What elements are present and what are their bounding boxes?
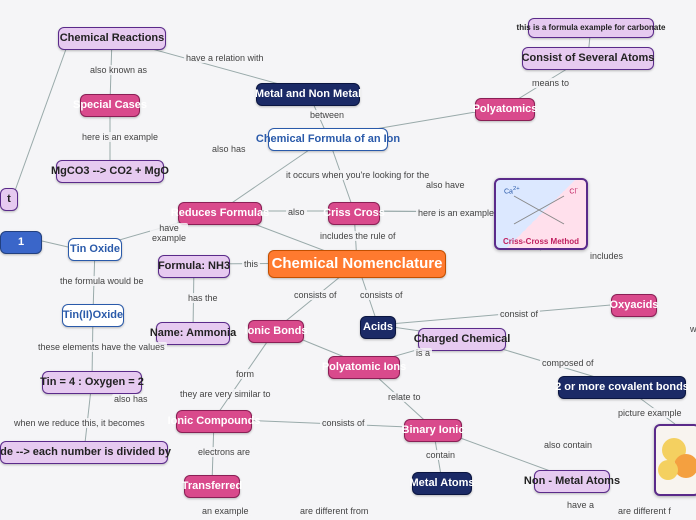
concept-node[interactable]: Chemical Nomenclature	[268, 250, 446, 278]
edge-label: this	[242, 259, 260, 269]
edge-label: here is an example	[80, 132, 160, 142]
edge-label: have example	[150, 223, 188, 243]
concept-node[interactable]: Binary Ionic	[404, 419, 462, 442]
concept-node[interactable]: Polyatomics	[475, 98, 535, 121]
concept-node[interactable]: 1	[0, 231, 42, 254]
concept-node[interactable]: Ionic Compounds	[176, 410, 252, 433]
concept-node[interactable]: Tin = 4 : Oxygen = 2	[42, 371, 142, 394]
concept-map: { "canvas": { "w": 696, "h": 520, "bg": …	[0, 0, 696, 520]
concept-node[interactable]: Tin(II)Oxide	[62, 304, 124, 327]
edge-label: consists of	[292, 290, 339, 300]
embedded-image: Criss-Cross MethodCa2+Cl-	[494, 178, 588, 250]
concept-node[interactable]: Formula: NH3	[158, 255, 230, 278]
concept-node[interactable]: Ionic Bonds	[248, 320, 304, 343]
concept-node[interactable]: ide --> each number is divided by	[0, 441, 168, 464]
edge-label: also known as	[88, 65, 149, 75]
edge-label: consists of	[358, 290, 405, 300]
edge-label: here is an example	[416, 208, 496, 218]
concept-node[interactable]: 2 or more covalent bonds	[558, 376, 686, 399]
concept-node[interactable]: t	[0, 188, 18, 211]
edge-label: also has	[112, 394, 150, 404]
edge-label: have a	[565, 500, 596, 510]
concept-node[interactable]: Oxyacids	[611, 294, 657, 317]
edge-label: the formula would be	[58, 276, 146, 286]
concept-node[interactable]: Acids	[360, 316, 396, 339]
concept-node[interactable]: Chemical Formula of an Ion	[268, 128, 388, 151]
concept-node[interactable]: Polyatomic Ions	[328, 356, 400, 379]
edge-label: also have	[424, 180, 467, 190]
edge-label: these elements have the values	[36, 342, 167, 352]
concept-node[interactable]: Metal Atoms	[412, 472, 472, 495]
concept-node[interactable]: Chemical Reactions	[58, 27, 166, 50]
edge-label: relate to	[386, 392, 423, 402]
edge-label: consist of	[498, 309, 540, 319]
edge-label: between	[308, 110, 346, 120]
concept-node[interactable]: Criss Cross	[328, 202, 380, 225]
edge-label: form	[234, 369, 256, 379]
concept-node[interactable]: Tin Oxide	[68, 238, 122, 261]
edge-label: has the	[186, 293, 220, 303]
edge-label: consists of	[320, 418, 367, 428]
concept-node[interactable]: Consist of Several Atoms	[522, 47, 654, 70]
concept-node[interactable]: MgCO3 --> CO2 + MgO	[56, 160, 164, 183]
edge-label: are different from	[298, 506, 370, 516]
concept-node[interactable]: Metal and Non Metal	[256, 83, 360, 106]
edge-label: picture example	[616, 408, 684, 418]
edge-label: also contain	[542, 440, 594, 450]
concept-node[interactable]: Transferred	[184, 475, 240, 498]
edge-label: composed of	[540, 358, 596, 368]
embedded-image	[654, 424, 696, 496]
edge-label: also	[286, 207, 307, 217]
edge-label: it occurs when you're looking for the	[284, 170, 431, 180]
edge-label: is a	[414, 348, 432, 358]
edge-label: w	[688, 324, 696, 334]
concept-node[interactable]: Reduces Formulas	[178, 202, 262, 225]
edge-label: contain	[424, 450, 457, 460]
edge-label: includes the rule of	[318, 231, 398, 241]
edge-label: when we reduce this, it becomes	[12, 418, 147, 428]
edge-label: are different f	[616, 506, 673, 516]
edge-label: also has	[210, 144, 248, 154]
edge-label: electrons are	[196, 447, 252, 457]
edge-label: have a relation with	[184, 53, 266, 63]
concept-node[interactable]: Non - Metal Atoms	[534, 470, 610, 493]
concept-node[interactable]: this is a formula example for carbonate	[528, 18, 654, 38]
concept-node[interactable]: Name: Ammonia	[156, 322, 230, 345]
edge-label: means to	[530, 78, 571, 88]
edge-label: an example	[200, 506, 251, 516]
edge-label: they are very similar to	[178, 389, 273, 399]
edge-label: includes	[588, 251, 625, 261]
concept-node[interactable]: Special Cases	[80, 94, 140, 117]
